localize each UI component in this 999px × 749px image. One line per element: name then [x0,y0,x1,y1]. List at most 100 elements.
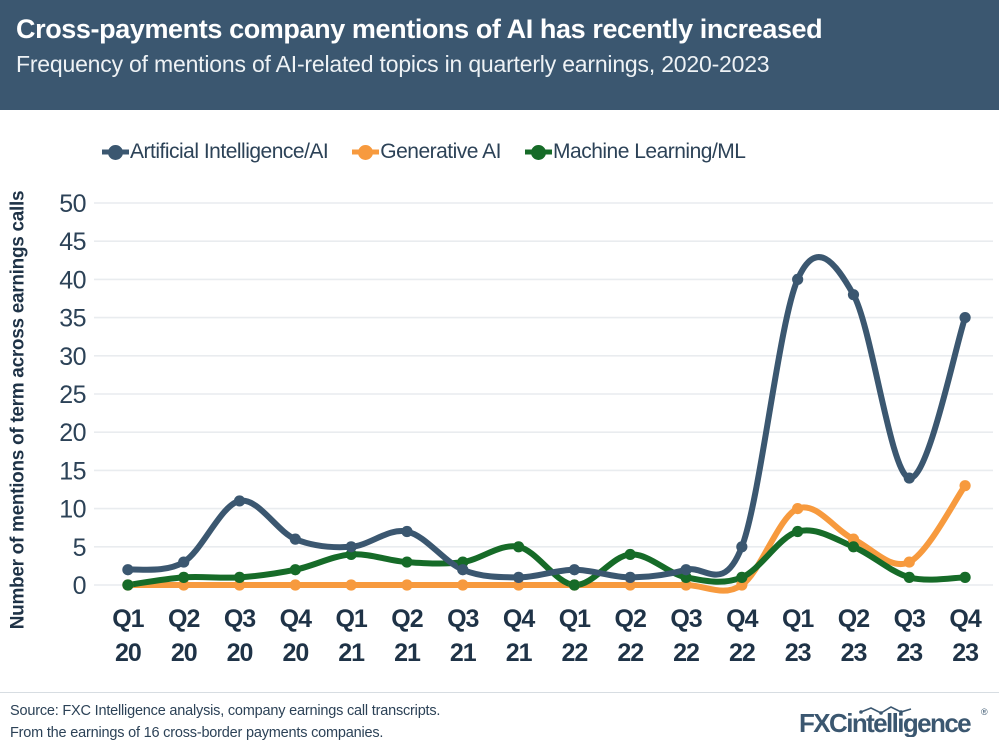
x-tick-label-quarter: Q2 [615,605,646,633]
legend-marker-icon-0 [108,144,123,160]
x-tick-label-year: 20 [115,639,141,667]
y-tick-label: 5 [73,534,86,562]
data-point[interactable] [959,480,971,492]
data-point[interactable] [847,541,860,553]
data-point[interactable] [233,571,246,583]
data-point[interactable] [401,579,413,591]
x-tick-label-quarter: Q1 [559,605,591,633]
line-chart-svg: 0 5 10 15 20 25 30 35 40 45 50 Q1 20 Q2 20 Q3 20 Q4 20 Q1 2… [59,190,993,667]
x-tick-label-quarter: Q4 [280,605,312,633]
legend-marker-icon-1 [358,144,374,160]
x-tick-label-year: 20 [282,639,308,667]
chart-plot-area: Number of mentions of term across earnin… [0,175,999,690]
footer: Source: FXC Intelligence analysis, compa… [0,692,999,749]
x-tick-label-quarter: Q3 [894,605,925,633]
data-point[interactable] [289,579,301,591]
data-point[interactable] [736,571,748,583]
x-tick-label-year: 21 [338,639,365,667]
page-subtitle: Frequency of mentions of AI-related topi… [16,51,770,78]
x-tick-label-group: Q1 20 Q2 20 Q3 20 Q4 20 Q1 21 Q2 21 Q3 21 Q4 21 Q1 22 Q2 22… [112,605,983,667]
y-tick-label: 10 [59,496,86,524]
logo-wordmark: FXCintelligence [799,708,971,737]
data-point[interactable] [624,548,636,561]
data-point[interactable] [903,571,915,583]
data-point[interactable] [568,564,581,576]
y-axis-title: Number of mentions of term across earnin… [2,175,34,645]
data-point[interactable] [959,571,971,583]
legend-marker-icon-2 [531,144,547,160]
x-tick-label-year: 20 [171,639,197,667]
legend-item-2[interactable]: Machine Learning/ML [531,140,746,164]
series-points-group [122,273,971,591]
legend-item-1[interactable]: Generative AI [358,140,502,164]
x-tick-label-year: 21 [450,639,477,667]
data-point[interactable] [512,541,525,553]
data-point[interactable] [289,564,301,576]
data-point[interactable] [792,503,804,515]
x-tick-label-year: 21 [394,639,421,667]
x-tick-label-quarter: Q1 [112,605,144,633]
series-line [124,254,969,581]
y-tick-label: 30 [59,343,86,371]
source-note: Source: FXC Intelligence analysis, compa… [10,701,440,745]
data-point[interactable] [178,556,190,568]
y-tick-label: 20 [59,419,86,447]
x-tick-label-year: 22 [673,639,699,667]
data-point[interactable] [345,579,357,591]
data-point[interactable] [903,556,915,568]
x-tick-label-quarter: Q3 [670,605,701,633]
data-point[interactable] [680,564,692,576]
data-point[interactable] [792,273,804,285]
y-tick-label: 45 [59,228,86,256]
source-line-2: From the earnings of 16 cross-border pay… [10,724,384,741]
x-tick-label-quarter: Q4 [503,605,535,633]
data-point[interactable] [512,571,525,583]
data-point[interactable] [289,533,301,545]
y-tick-label: 0 [73,572,86,600]
data-point[interactable] [457,579,469,591]
y-tick-label: 35 [59,305,86,333]
gridlines-group [94,202,993,586]
legend-label-2: Machine Learning/ML [553,140,746,163]
data-point[interactable] [792,525,804,538]
y-tick-label-group: 0 5 10 15 20 25 30 35 40 45 50 [59,190,86,600]
data-point[interactable] [624,571,636,583]
data-point[interactable] [736,541,748,553]
header-band: Cross-payments company mentions of AI ha… [0,0,999,110]
y-axis-title-label: Number of mentions of term across earnin… [7,190,28,630]
x-tick-label-quarter: Q1 [335,605,367,633]
x-tick-label-year: 23 [952,639,978,667]
logo-registered-mark: ® [981,707,988,717]
data-point[interactable] [903,472,915,484]
y-tick-label: 25 [59,381,86,409]
data-point[interactable] [457,564,469,576]
logo-sparkline-dot [899,710,903,714]
x-tick-label-year: 20 [227,639,253,667]
data-point[interactable] [959,312,971,324]
fxc-intelligence-logo: FXCintelligence ® [799,706,988,737]
legend-label-0: Artificial Intelligence/AI [130,140,329,163]
page-title: Cross-payments company mentions of AI ha… [16,14,823,44]
x-tick-label-quarter: Q4 [726,605,758,633]
x-tick-label-year: 22 [729,639,755,667]
data-point[interactable] [122,564,134,576]
data-point[interactable] [401,525,413,538]
logo-sparkline-dot [859,710,863,714]
y-tick-label: 40 [59,266,86,294]
x-tick-label-quarter: Q2 [391,605,422,633]
legend-label-1: Generative AI [380,140,502,163]
data-point[interactable] [122,579,134,591]
legend-item-0[interactable]: Artificial Intelligence/AI [108,140,329,164]
series-line [124,527,969,588]
x-tick-label-year: 23 [841,639,867,667]
data-point[interactable] [401,556,413,568]
data-point[interactable] [847,289,860,301]
data-point[interactable] [568,579,581,591]
data-point[interactable] [233,495,246,507]
x-tick-label-year: 23 [785,639,811,667]
x-tick-label-year: 21 [506,639,533,667]
x-tick-label-quarter: Q3 [224,605,255,633]
chart-legend: Artificial Intelligence/AI Generative AI… [108,140,746,164]
data-point[interactable] [178,571,190,583]
data-point[interactable] [345,541,357,553]
